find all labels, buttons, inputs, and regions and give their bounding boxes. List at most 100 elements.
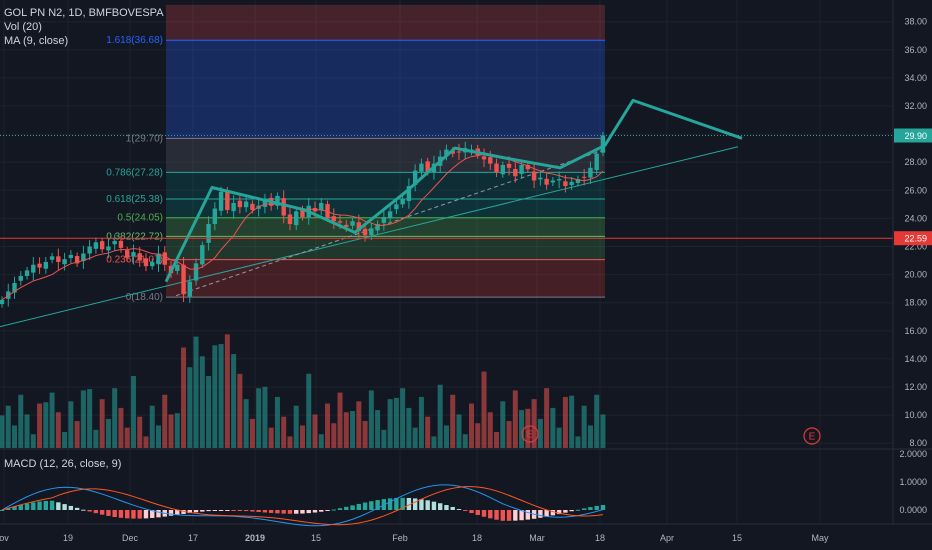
candle-body (175, 264, 180, 271)
volume-bar (80, 390, 86, 448)
volume-bar (224, 334, 230, 448)
candle-body (581, 176, 587, 178)
fib-zone (166, 236, 605, 260)
time-tick-label: ov (0, 533, 9, 543)
volume-bar (450, 394, 456, 448)
volume-bar (494, 432, 500, 448)
volume-bar (124, 427, 130, 448)
volume-bar (105, 418, 111, 448)
candle-body (24, 270, 30, 277)
candle-body (43, 261, 49, 269)
volume-bar (130, 375, 136, 448)
volume-bar (231, 354, 237, 448)
volume-bar (400, 388, 406, 448)
time-tick-label: 15 (732, 533, 742, 543)
volume-bar (375, 410, 381, 448)
volume-bar (206, 376, 212, 448)
macd-histogram-bar (469, 510, 474, 514)
volume-bar (318, 434, 324, 448)
volume-bar (556, 427, 562, 448)
candle-body (294, 211, 299, 226)
fib-level-label: 0.618(25.38) (106, 194, 163, 205)
volume-bar (174, 413, 180, 448)
volume-bar (437, 384, 443, 448)
volume-bar (587, 425, 593, 448)
volume-bar (18, 394, 24, 448)
candle-body (187, 281, 192, 297)
macd-histogram-bar (62, 504, 67, 510)
macd-histogram-bar (550, 510, 556, 516)
candle-body (275, 195, 280, 206)
price-tick-label: 38.00 (904, 17, 927, 27)
price-tick-label: 10.00 (904, 410, 927, 420)
volume-bar (575, 436, 581, 448)
candle-body (444, 149, 449, 156)
candle-body (337, 221, 343, 223)
macd-histogram-bar (250, 510, 255, 512)
macd-histogram-bar (43, 500, 49, 510)
fib-level-label: 1.618(36.68) (106, 35, 163, 46)
symbol-title: GOL PN N2, 1D, BMFBOVESPA (4, 7, 164, 19)
volume-bar (531, 399, 537, 448)
volume-bar (212, 345, 218, 448)
macd-histogram-bar (37, 501, 42, 510)
macd-histogram-bar (494, 510, 499, 520)
volume-bar (569, 395, 575, 448)
volume-bar (412, 427, 418, 448)
macd-histogram-bar (87, 510, 92, 512)
macd-histogram-bar (181, 510, 186, 514)
macd-tick-label: 2.0000 (899, 449, 927, 459)
signal-line (1, 486, 604, 526)
candle-body (112, 240, 117, 245)
candle-body (544, 178, 549, 185)
candle-body (225, 190, 230, 210)
price-tick-label: 24.00 (904, 213, 927, 223)
macd-histogram-bar (312, 510, 318, 513)
candle-body (237, 200, 243, 208)
candle-body (494, 163, 499, 173)
candle-body (81, 253, 86, 262)
price-tick-label: 14.00 (904, 354, 927, 364)
candle-body (118, 240, 124, 248)
volume-bar (337, 392, 343, 448)
candle-body (394, 204, 399, 210)
macd-histogram-bar (0, 510, 5, 511)
level-price-badge-bg (894, 231, 932, 246)
volume-bar (456, 414, 462, 448)
price-tick-label: 36.00 (904, 45, 927, 55)
candle-body (569, 181, 574, 185)
time-tick-label: 18 (472, 533, 482, 543)
candle-body (419, 163, 424, 172)
candle-body (62, 259, 67, 265)
price-tick-label: 8.00 (909, 438, 927, 448)
macd-tick-label: 0.0000 (899, 505, 927, 515)
price-tick-label: 22.00 (904, 242, 927, 252)
macd-histogram-bar (118, 510, 124, 518)
macd-histogram-bar (325, 510, 330, 511)
volume-bar (181, 347, 187, 448)
fib-level-label: 0.786(27.28) (106, 167, 163, 178)
candle-body (162, 252, 167, 265)
candle-body (406, 186, 412, 201)
volume-bar (387, 399, 393, 448)
macd-histogram-bar (337, 508, 343, 510)
macd-histogram-bar (31, 502, 36, 510)
macd-histogram-bar (438, 503, 443, 510)
candle-body (206, 224, 211, 243)
volume-bar (281, 416, 287, 448)
earnings-label: E (527, 430, 534, 441)
macd-histogram-bar (262, 510, 268, 513)
macd-histogram-bar (131, 510, 136, 519)
volume-bar (162, 394, 168, 448)
volume-bar (74, 421, 80, 448)
volume-bar (481, 371, 487, 448)
candle-body (143, 258, 149, 267)
trend-line (0, 146, 739, 328)
volume-bar (500, 401, 506, 448)
candle-body (93, 242, 99, 249)
volume-bar (356, 401, 362, 448)
volume-bar (431, 436, 437, 448)
macd-histogram-bar (525, 510, 531, 520)
volume-bar (469, 403, 474, 448)
